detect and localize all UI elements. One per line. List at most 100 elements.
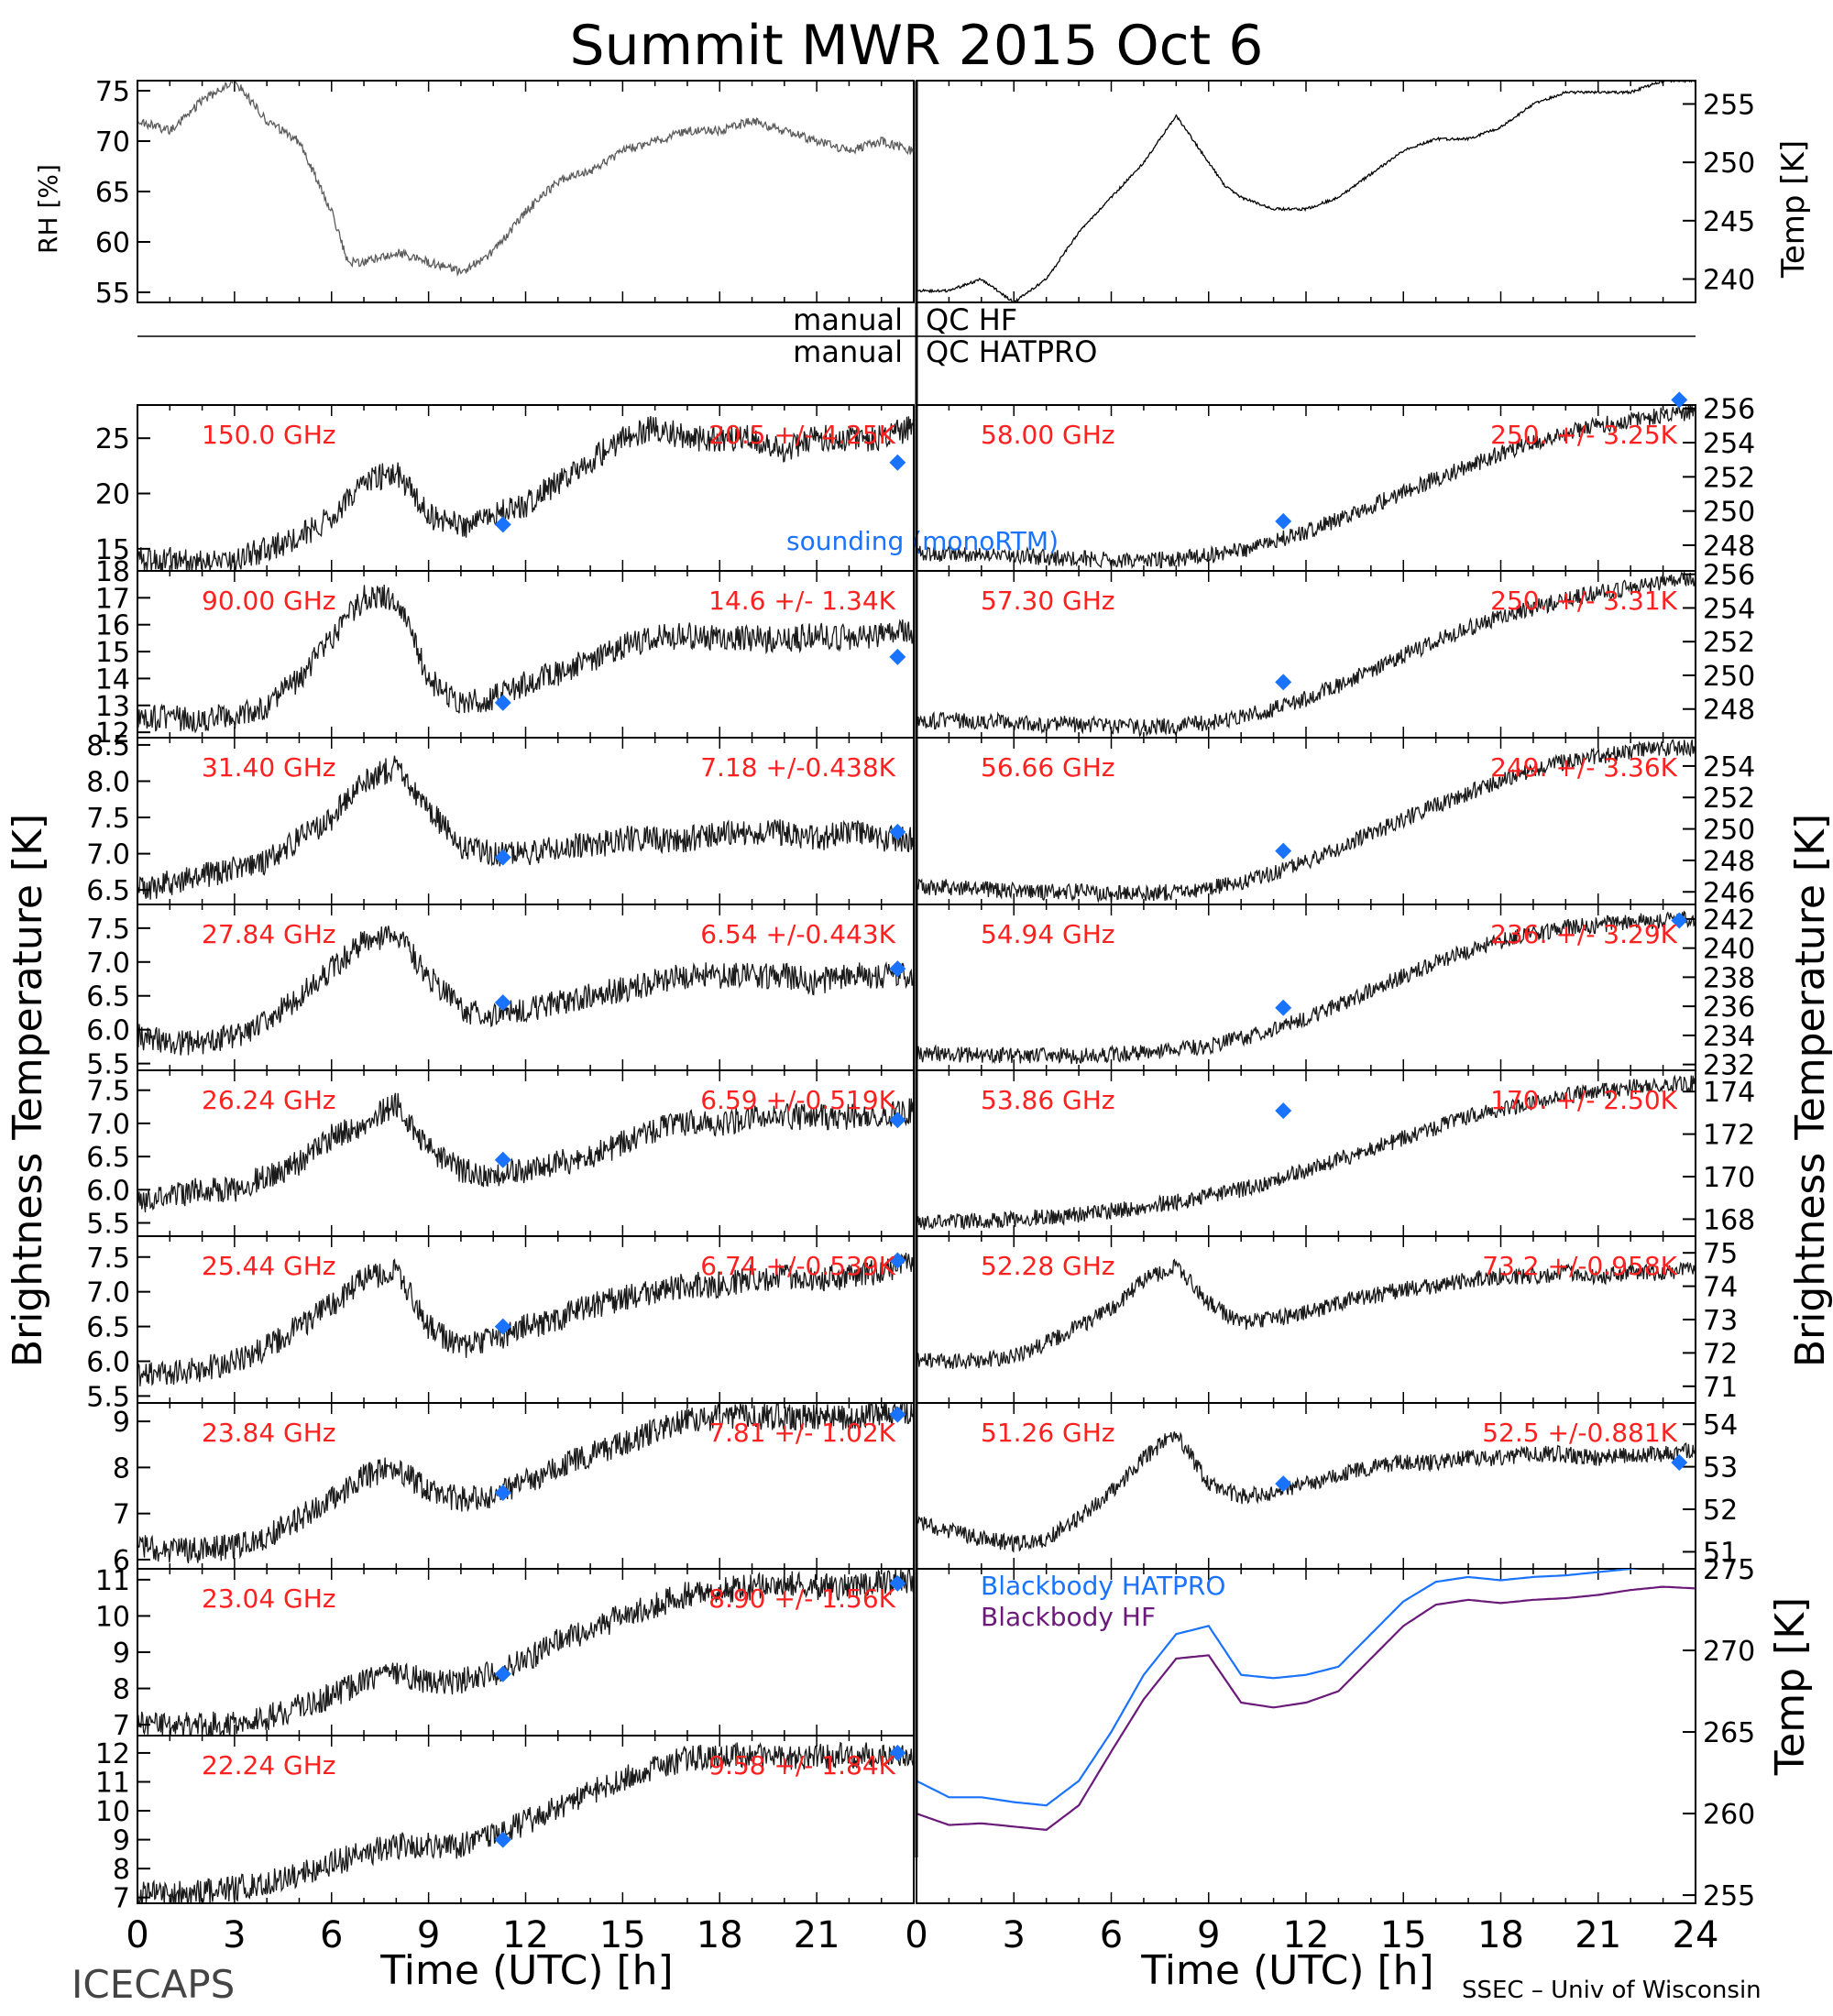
y-tick-label: 15: [95, 637, 130, 669]
y-tick-label: 9: [113, 1638, 130, 1670]
sounding-point: [889, 823, 906, 840]
y-tick-label: 73: [1703, 1305, 1738, 1337]
panel-26-24-ghz: 5.56.06.57.07.5 26.24 GHz 6.59 +/-0.519K: [86, 1069, 915, 1241]
y-tick-label: 51: [1703, 1537, 1738, 1569]
series-line-0: [916, 1569, 1641, 1807]
y-tick-label: 168: [1703, 1204, 1755, 1236]
plot-area: [916, 81, 1696, 302]
plot-area: [916, 1431, 1696, 1553]
sounding-point: [889, 960, 906, 978]
y-tick-label: 25: [95, 423, 130, 455]
y-tick-label: 260: [1703, 1799, 1755, 1831]
legend-entry-1: Blackbody HF: [981, 1602, 1156, 1632]
y-tick-label: 6.5: [86, 875, 130, 907]
y-tick-label: 236: [1703, 992, 1755, 1024]
y-tick-label: 55: [95, 278, 130, 310]
y-tick-label: 74: [1703, 1272, 1738, 1304]
channel-stat: 170. +/- 2.50K: [1490, 1085, 1677, 1115]
y-tick-label: 12: [95, 1738, 130, 1770]
y-tick-label: 7.0: [86, 839, 130, 871]
channel-stat: 236. +/- 3.29K: [1490, 919, 1677, 949]
x-tick-label-left: 12: [502, 1914, 549, 1956]
channel-label: 22.24 GHz: [202, 1750, 336, 1780]
y-tick-label: 7.5: [86, 914, 130, 946]
y-tick-label: 252: [1703, 462, 1755, 494]
y-tick-label: 13: [95, 691, 130, 723]
y-tick-label: 8: [113, 1674, 130, 1706]
plot-area: [137, 1253, 914, 1386]
x-tick-label-right: 12: [1283, 1914, 1330, 1956]
plot-area: [137, 584, 914, 734]
y-tick-label: 248: [1703, 695, 1755, 727]
sounding-point: [889, 1574, 906, 1592]
channel-stat: 20.5 +/- 4.25K: [708, 420, 895, 450]
y-tick-label: 14: [95, 663, 130, 696]
y-tick-label: 52: [1703, 1495, 1738, 1527]
y-tick-label: 6.0: [86, 1347, 130, 1379]
y-tick-label: 6.0: [86, 1175, 130, 1207]
y-tick-label: 7.0: [86, 1277, 130, 1309]
channel-stat: 6.59 +/-0.519K: [700, 1085, 895, 1115]
y-tick-label: 270: [1703, 1636, 1755, 1668]
qc-hatpro-left: manual: [793, 334, 903, 369]
y-tick-label: 8.5: [86, 730, 130, 762]
plot-area: [916, 1258, 1696, 1370]
x-tick-label-right: 9: [1197, 1914, 1220, 1956]
panel-frame: [137, 80, 915, 303]
sounding-point: [889, 1252, 906, 1269]
qc-hf-left: manual: [793, 302, 903, 337]
sounding-point: [889, 1406, 906, 1423]
x-tick-label-right: 6: [1100, 1914, 1123, 1956]
channel-label: 27.84 GHz: [202, 919, 336, 949]
y-tick-label: 6.5: [86, 1142, 130, 1174]
y-tick-label: 265: [1703, 1717, 1755, 1749]
channel-stat: 9.58 +/- 1.84K: [708, 1750, 895, 1780]
data-trace: [916, 1074, 1696, 1231]
series-line-1: [916, 1585, 1696, 1832]
y-tick-label: 7.0: [86, 1109, 130, 1141]
footer-left: ICECAPS: [71, 1962, 235, 2007]
y-tick-label: 8.0: [86, 766, 130, 798]
y-tick-label: 71: [1703, 1372, 1738, 1404]
plot-area: [137, 926, 914, 1056]
channel-label: 52.28 GHz: [981, 1251, 1115, 1281]
sounding-point: [889, 1112, 906, 1129]
channel-stat: 7.81 +/- 1.02K: [708, 1418, 895, 1448]
y-tick-label: 53: [1703, 1452, 1738, 1485]
y-tick-label: 245: [1703, 206, 1755, 238]
y-tick-label: 6: [113, 1545, 130, 1577]
y-tick-label: 18: [95, 556, 130, 588]
y-tick-label: 172: [1703, 1120, 1755, 1152]
x-tick-label-left: 18: [697, 1914, 743, 1956]
y-tick-label: 65: [95, 177, 130, 209]
y-tick-label: 7.5: [86, 803, 130, 835]
x-tick-label-left: 15: [599, 1914, 646, 1956]
y-tick-label: 240: [1703, 265, 1755, 297]
y-tick-label: 20: [95, 479, 130, 511]
y-tick-label: 256: [1703, 560, 1755, 592]
x-tick-label-left: 21: [794, 1914, 840, 1956]
sounding-point: [494, 994, 511, 1012]
panel-23-84-ghz: 6 7 8 9 23.84 GHz 7.81 +/- 1.02K: [113, 1402, 915, 1577]
sounding-point: [1671, 1453, 1688, 1471]
y-tick-label: 16: [95, 610, 130, 642]
channel-stat: 73.2 +/-0.958K: [1482, 1251, 1677, 1281]
panel-31-40-ghz: 6.5 7.0 7.5 8.0 8.5 31.40 GHz 7.18 +/-0.438K: [86, 730, 915, 907]
sounding-point: [494, 1831, 511, 1848]
channel-stat: 249. +/- 3.36K: [1490, 752, 1677, 783]
sounding-point: [889, 454, 906, 471]
plot-area: [137, 1569, 914, 1736]
y-tick-label: 75: [95, 76, 130, 108]
channel-stat: 250. +/- 3.25K: [1490, 420, 1677, 450]
footer-right: SSEC – Univ of Wisconsin: [1462, 1977, 1762, 2004]
channel-stat: 7.18 +/-0.438K: [700, 752, 895, 783]
y-tick-label: 255: [1703, 1880, 1755, 1912]
plot-area: [137, 81, 914, 278]
data-trace: [137, 755, 914, 900]
x-axis-label-left: Time (UTC) [h]: [379, 1947, 673, 1994]
